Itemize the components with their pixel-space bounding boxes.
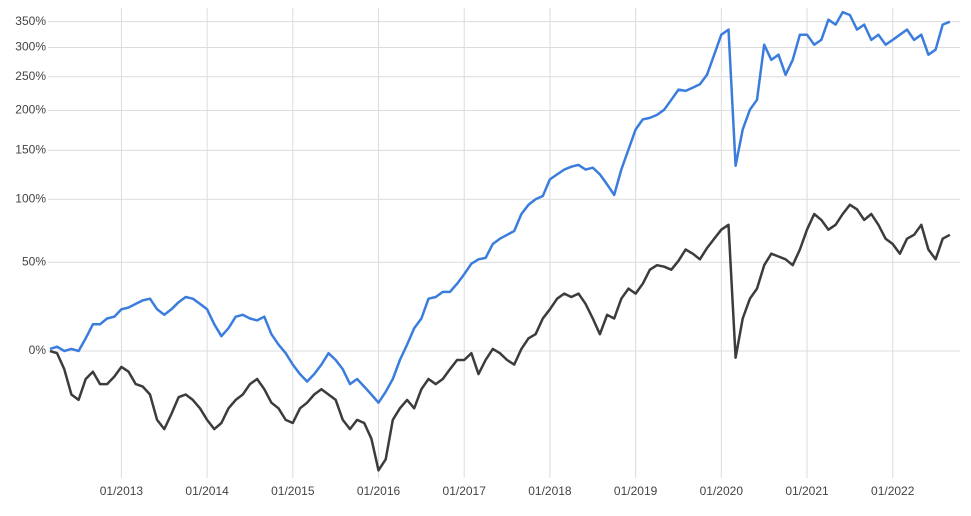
x-tick-label: 01/2013	[100, 484, 144, 498]
x-tick-label: 01/2015	[271, 484, 315, 498]
x-tick-label: 01/2016	[357, 484, 401, 498]
y-tick-label: 0%	[29, 343, 47, 357]
y-tick-label: 300%	[15, 40, 46, 54]
y-tick-label: 350%	[15, 14, 46, 28]
series-line	[49, 10, 951, 404]
series-line	[49, 203, 951, 472]
x-tick-label: 01/2022	[871, 484, 915, 498]
x-tick-label: 01/2017	[443, 484, 487, 498]
y-tick-label: 50%	[22, 254, 46, 268]
y-tick-label: 250%	[15, 69, 46, 83]
y-tick-label: 100%	[15, 191, 46, 205]
x-tick-label: 01/2018	[528, 484, 572, 498]
y-tick-label: 200%	[15, 103, 46, 117]
x-tick-label: 01/2019	[614, 484, 658, 498]
x-tick-label: 01/2014	[185, 484, 229, 498]
x-tick-label: 01/2020	[700, 484, 744, 498]
y-tick-label: 150%	[15, 143, 46, 157]
x-tick-label: 01/2021	[785, 484, 829, 498]
